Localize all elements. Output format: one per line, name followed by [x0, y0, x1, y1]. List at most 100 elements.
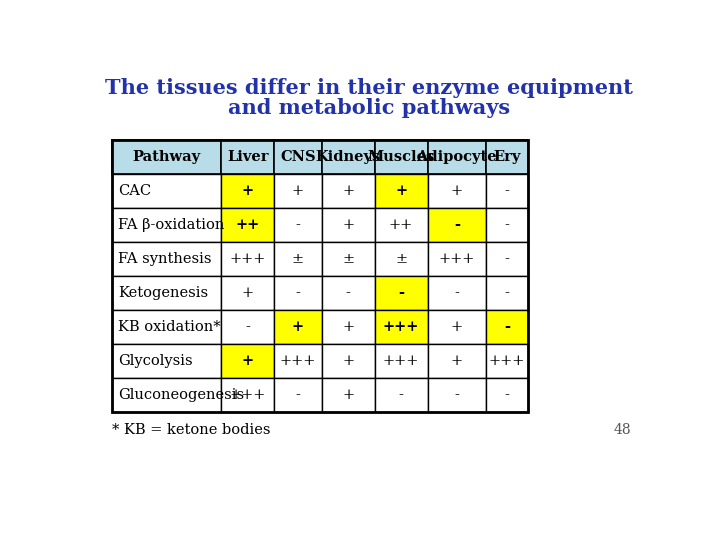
Bar [112, 208, 221, 242]
Bar [112, 344, 221, 379]
Text: +: + [242, 354, 253, 368]
Text: Muscles: Muscles [367, 150, 435, 164]
Text: +: + [451, 354, 463, 368]
Text: +: + [292, 184, 304, 198]
Text: * KB = ketone bodies: * KB = ketone bodies [112, 423, 271, 437]
Text: +: + [342, 218, 354, 232]
Text: ±: ± [342, 252, 354, 266]
Text: -: - [505, 184, 510, 198]
Bar [322, 242, 374, 276]
Bar [428, 242, 486, 276]
Bar [221, 140, 274, 174]
Bar [322, 310, 374, 344]
Bar [322, 174, 374, 208]
Bar [221, 208, 274, 242]
Text: ±: ± [395, 252, 407, 266]
Bar [374, 379, 428, 413]
Text: +++: +++ [279, 354, 316, 368]
Text: -: - [505, 388, 510, 402]
Text: -: - [246, 320, 250, 334]
Bar [428, 276, 486, 310]
Bar [322, 140, 374, 174]
Text: Glycolysis: Glycolysis [118, 354, 192, 368]
Text: -: - [505, 218, 510, 232]
Bar [112, 174, 221, 208]
Text: The tissues differ in their enzyme equipment: The tissues differ in their enzyme equip… [105, 78, 633, 98]
Bar [374, 242, 428, 276]
Text: +: + [342, 184, 354, 198]
Text: ±: ± [292, 252, 304, 266]
Bar [486, 174, 528, 208]
Text: and metabolic pathways: and metabolic pathways [228, 98, 510, 118]
Bar [486, 276, 528, 310]
Text: 48: 48 [613, 423, 631, 437]
Text: +++: +++ [383, 320, 419, 334]
Text: -: - [295, 218, 300, 232]
Bar [274, 276, 322, 310]
Text: -: - [504, 320, 510, 334]
Text: +++: +++ [438, 252, 475, 266]
Text: Gluconeogenesis: Gluconeogenesis [118, 388, 244, 402]
Bar [374, 310, 428, 344]
Text: -: - [454, 388, 459, 402]
Bar [428, 174, 486, 208]
Text: +: + [342, 354, 354, 368]
Bar [221, 379, 274, 413]
Bar [112, 310, 221, 344]
Bar [322, 344, 374, 379]
Bar [428, 379, 486, 413]
Text: Adipocyte: Adipocyte [417, 150, 498, 164]
Bar [374, 140, 428, 174]
Text: +: + [395, 184, 407, 198]
Bar [428, 208, 486, 242]
Text: FA synthesis: FA synthesis [118, 252, 212, 266]
Text: -: - [399, 388, 403, 402]
Bar [274, 242, 322, 276]
Bar [274, 174, 322, 208]
Text: +: + [342, 388, 354, 402]
Text: +: + [342, 320, 354, 334]
Bar [221, 242, 274, 276]
Text: -: - [454, 218, 460, 232]
Bar [486, 242, 528, 276]
Text: -: - [505, 286, 510, 300]
Text: +++: +++ [230, 252, 266, 266]
Text: +: + [242, 286, 253, 300]
Text: Ketogenesis: Ketogenesis [118, 286, 208, 300]
Bar [322, 208, 374, 242]
Text: CAC: CAC [118, 184, 151, 198]
Text: FA β-oxidation: FA β-oxidation [118, 218, 224, 232]
Text: +++: +++ [383, 354, 419, 368]
Bar [274, 379, 322, 413]
Bar [486, 208, 528, 242]
Bar [112, 379, 221, 413]
Text: +: + [242, 184, 253, 198]
Bar [374, 276, 428, 310]
Bar [486, 140, 528, 174]
Bar [428, 344, 486, 379]
Bar [374, 208, 428, 242]
Bar [274, 140, 322, 174]
Text: -: - [454, 286, 459, 300]
Bar [221, 276, 274, 310]
Text: Kidneys: Kidneys [315, 150, 381, 164]
Bar [221, 310, 274, 344]
Text: -: - [505, 252, 510, 266]
Bar [112, 140, 221, 174]
Bar [221, 174, 274, 208]
Bar [322, 276, 374, 310]
Text: Ery: Ery [493, 150, 521, 164]
Bar [322, 379, 374, 413]
Text: +: + [451, 184, 463, 198]
Text: -: - [295, 388, 300, 402]
Text: CNS: CNS [280, 150, 315, 164]
Text: ++: ++ [235, 218, 260, 232]
Bar [486, 344, 528, 379]
Bar [486, 379, 528, 413]
Text: Liver: Liver [227, 150, 269, 164]
Text: KB oxidation*: KB oxidation* [118, 320, 220, 334]
Text: +++: +++ [489, 354, 526, 368]
Text: +++: +++ [230, 388, 266, 402]
Bar [374, 174, 428, 208]
Text: -: - [398, 286, 404, 300]
